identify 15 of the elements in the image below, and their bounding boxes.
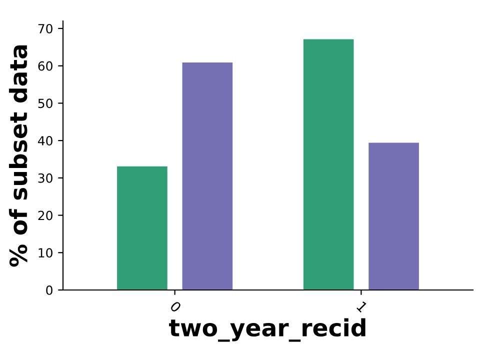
x-axis-title: two_year_recid: [169, 318, 366, 342]
x-tick-label: 1: [356, 301, 368, 313]
y-tick-label: 20: [38, 210, 52, 220]
y-tick-label: 10: [38, 248, 52, 258]
y-tick-label: 70: [38, 24, 52, 34]
bar: [303, 39, 354, 290]
y-tick-label: 0: [46, 285, 52, 295]
y-tick-label: 50: [38, 98, 52, 108]
bar: [117, 166, 168, 290]
bar: [182, 62, 233, 290]
y-tick-label: 60: [38, 61, 52, 71]
y-tick-label: 40: [38, 136, 52, 146]
bar: [368, 142, 419, 290]
y-axis-title: % of subset data: [8, 45, 28, 267]
y-tick-label: 30: [38, 173, 52, 183]
